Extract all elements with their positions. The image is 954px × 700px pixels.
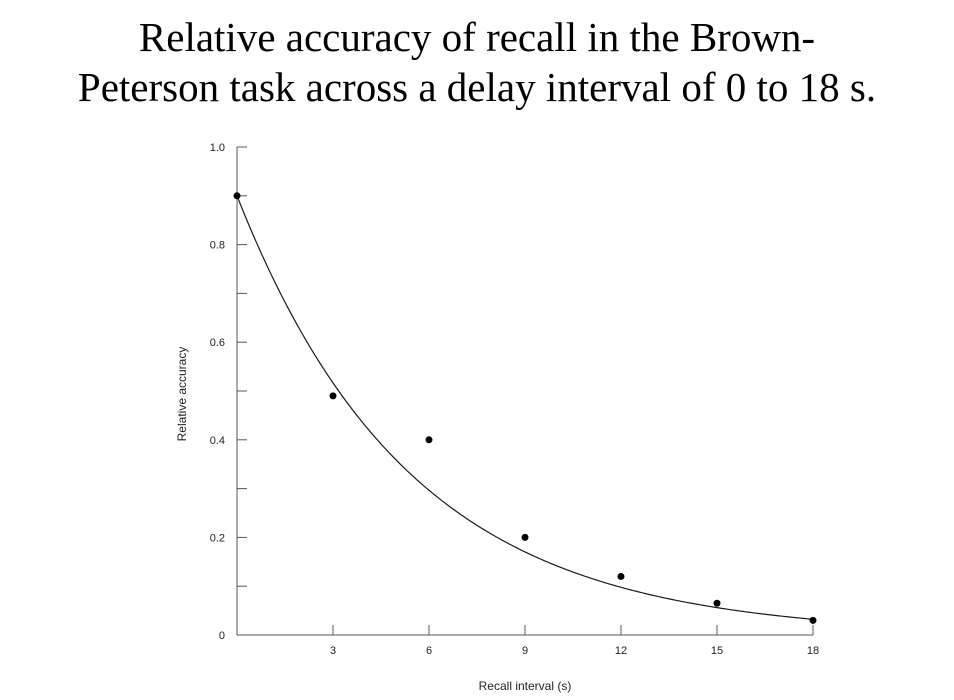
data-point: [329, 392, 337, 400]
chart-title-line-1: Relative accuracy of recall in the Brown…: [138, 14, 816, 60]
x-tick-label: 15: [711, 645, 723, 657]
data-point: [521, 533, 529, 541]
x-tick-label: 18: [807, 645, 819, 657]
fit-curve-layer: [236, 195, 814, 620]
chart-title: Relative accuracy of recall in the Brown…: [0, 12, 954, 112]
y-tick-label: 0.6: [210, 337, 225, 349]
x-tick-label: 9: [522, 645, 528, 657]
y-tick-label: 0: [219, 630, 225, 642]
x-tick-label: 12: [615, 645, 627, 657]
y-axis-label: Relative accuracy: [175, 347, 189, 442]
data-point: [233, 192, 241, 200]
y-tick-label: 0.4: [210, 435, 225, 447]
x-tick-label: 3: [330, 645, 336, 657]
chart-title-line-2: Peterson task across a delay interval of…: [77, 64, 877, 110]
fit-curve: [236, 195, 814, 620]
x-axis-label: Recall interval (s): [479, 679, 572, 693]
x-tick-label: 6: [426, 645, 432, 657]
data-point: [809, 616, 817, 624]
ticks: 0 0.2 0.4 0.6 0.8 1.0 3 6 9 12 15 18: [210, 142, 819, 657]
data-point: [425, 436, 433, 444]
data-point: [617, 572, 625, 580]
axes: [236, 147, 813, 636]
data-point: [713, 599, 721, 607]
y-tick-label: 1.0: [210, 142, 225, 154]
y-tick-label: 0.8: [210, 240, 225, 252]
data-points: [233, 192, 817, 624]
y-tick-label: 0.2: [210, 532, 225, 544]
